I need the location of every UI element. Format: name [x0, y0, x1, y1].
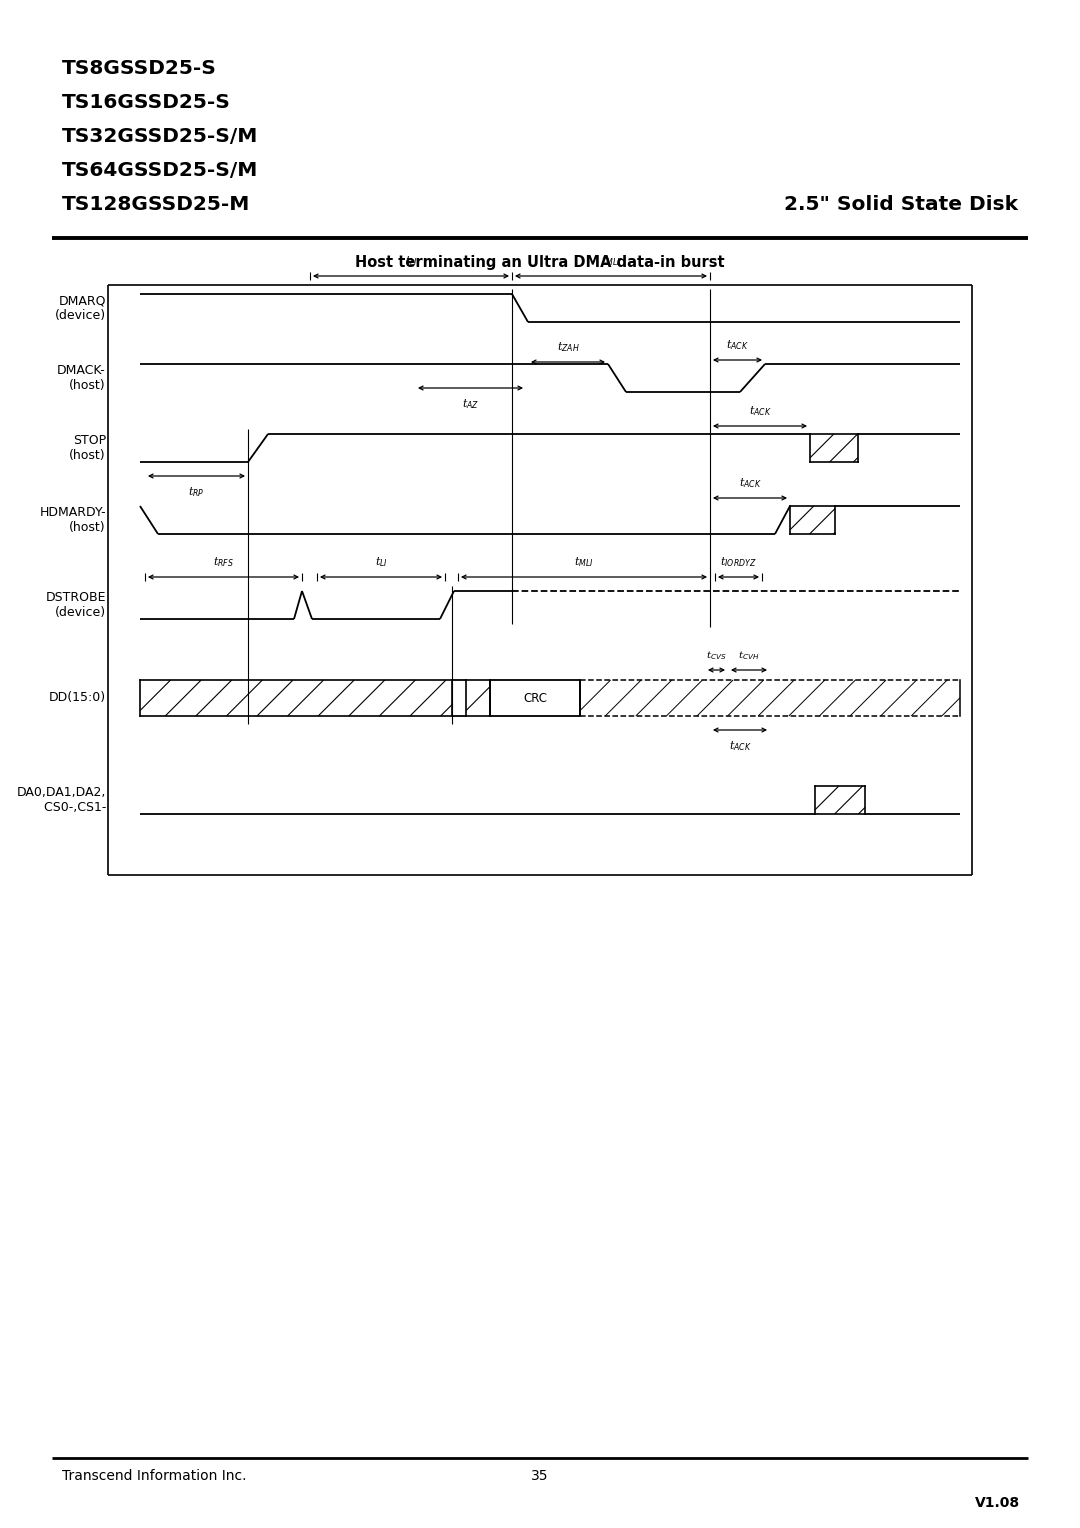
- Text: V1.08: V1.08: [975, 1496, 1020, 1510]
- Text: TS8GSSD25-S: TS8GSSD25-S: [62, 58, 217, 78]
- Text: t$_{MLI}$: t$_{MLI}$: [575, 555, 594, 568]
- Text: t$_{RFS}$: t$_{RFS}$: [213, 555, 234, 568]
- Text: Host terminating an Ultra DMA data-in burst: Host terminating an Ultra DMA data-in bu…: [355, 255, 725, 270]
- Text: t$_{CVH}$: t$_{CVH}$: [739, 649, 760, 662]
- Text: Transcend Information Inc.: Transcend Information Inc.: [62, 1468, 246, 1484]
- Text: 35: 35: [531, 1468, 549, 1484]
- Text: TS32GSSD25-S/M: TS32GSSD25-S/M: [62, 127, 258, 145]
- Text: t$_{LI}$: t$_{LI}$: [405, 254, 418, 267]
- Text: t$_{MLI}$: t$_{MLI}$: [602, 254, 621, 267]
- Text: t$_{ACK}$: t$_{ACK}$: [726, 338, 748, 351]
- Text: t$_{ACK}$: t$_{ACK}$: [739, 477, 761, 490]
- Text: t$_{CVS}$: t$_{CVS}$: [706, 649, 727, 662]
- Text: t$_{ZAH}$: t$_{ZAH}$: [556, 341, 580, 354]
- Text: 2.5" Solid State Disk: 2.5" Solid State Disk: [784, 194, 1018, 214]
- Text: t$_{RP}$: t$_{RP}$: [188, 484, 205, 498]
- Text: TS16GSSD25-S: TS16GSSD25-S: [62, 93, 231, 112]
- Text: t$_{ACK}$: t$_{ACK}$: [729, 740, 752, 753]
- Text: TS64GSSD25-S/M: TS64GSSD25-S/M: [62, 160, 258, 179]
- Text: DMACK-
(host): DMACK- (host): [57, 364, 106, 393]
- Text: TS128GSSD25-M: TS128GSSD25-M: [62, 194, 251, 214]
- Text: STOP
(host): STOP (host): [69, 434, 106, 461]
- Text: t$_{AZ}$: t$_{AZ}$: [462, 397, 480, 411]
- Text: t$_{LI}$: t$_{LI}$: [375, 555, 388, 568]
- Text: DA0,DA1,DA2,
  CS0-,CS1-: DA0,DA1,DA2, CS0-,CS1-: [16, 785, 106, 814]
- Text: t$_{IORDYZ}$: t$_{IORDYZ}$: [720, 555, 757, 568]
- Text: HDMARDY-
(host): HDMARDY- (host): [39, 506, 106, 533]
- Text: DSTROBE
(device): DSTROBE (device): [45, 591, 106, 619]
- Text: DMARQ
(device): DMARQ (device): [55, 293, 106, 322]
- Text: DD(15:0): DD(15:0): [49, 692, 106, 704]
- Text: t$_{ACK}$: t$_{ACK}$: [748, 405, 771, 419]
- Text: CRC: CRC: [523, 692, 546, 704]
